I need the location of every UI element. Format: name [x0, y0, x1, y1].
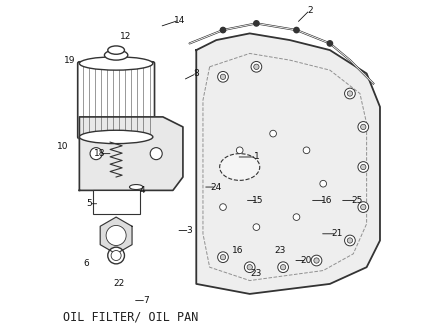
Circle shape — [244, 262, 255, 273]
Circle shape — [358, 162, 369, 172]
Polygon shape — [100, 217, 132, 254]
Ellipse shape — [129, 184, 143, 189]
Circle shape — [220, 74, 226, 79]
Text: 7: 7 — [143, 296, 149, 305]
Text: 3: 3 — [187, 226, 193, 235]
Circle shape — [254, 64, 259, 69]
Circle shape — [361, 164, 366, 170]
Circle shape — [278, 262, 289, 273]
Bar — [93, 190, 140, 214]
Ellipse shape — [220, 154, 260, 180]
Circle shape — [270, 130, 277, 137]
Circle shape — [150, 148, 162, 160]
Text: 10: 10 — [57, 143, 68, 151]
Circle shape — [314, 258, 319, 263]
Ellipse shape — [104, 50, 128, 60]
Text: 23: 23 — [251, 270, 262, 278]
Ellipse shape — [79, 57, 153, 70]
FancyBboxPatch shape — [78, 62, 154, 139]
Text: 12: 12 — [120, 32, 132, 41]
Circle shape — [220, 27, 226, 33]
Text: 4: 4 — [140, 186, 146, 195]
Ellipse shape — [108, 46, 124, 54]
Text: 23: 23 — [274, 246, 285, 255]
Text: 8: 8 — [194, 69, 199, 78]
Circle shape — [106, 225, 126, 245]
Ellipse shape — [79, 130, 153, 144]
Text: 25: 25 — [351, 196, 362, 205]
Circle shape — [236, 147, 243, 154]
Circle shape — [345, 235, 355, 246]
Circle shape — [218, 71, 228, 82]
Circle shape — [361, 124, 366, 130]
Circle shape — [347, 91, 353, 96]
Text: 16: 16 — [232, 246, 244, 255]
Circle shape — [358, 202, 369, 212]
Circle shape — [111, 250, 121, 261]
Text: 21: 21 — [331, 229, 342, 238]
Circle shape — [220, 255, 226, 260]
Circle shape — [220, 204, 226, 210]
Text: OIL FILTER/ OIL PAN: OIL FILTER/ OIL PAN — [63, 311, 198, 324]
Circle shape — [345, 88, 355, 99]
Text: 1: 1 — [253, 153, 259, 161]
Text: 16: 16 — [321, 196, 332, 205]
Text: 15: 15 — [252, 196, 264, 205]
Circle shape — [90, 148, 102, 160]
Text: 20: 20 — [301, 256, 312, 265]
Circle shape — [294, 27, 299, 33]
Text: 5: 5 — [87, 199, 92, 208]
Circle shape — [254, 21, 259, 26]
Circle shape — [347, 238, 353, 243]
Text: 14: 14 — [174, 16, 185, 24]
Circle shape — [253, 224, 260, 230]
Circle shape — [311, 255, 322, 266]
Circle shape — [358, 122, 369, 132]
Circle shape — [108, 247, 124, 264]
Polygon shape — [79, 117, 183, 190]
Text: 6: 6 — [83, 260, 89, 268]
Text: 2: 2 — [307, 6, 313, 14]
Text: 18: 18 — [94, 149, 105, 158]
Circle shape — [247, 265, 252, 270]
Polygon shape — [196, 33, 380, 294]
Circle shape — [218, 252, 228, 263]
Circle shape — [303, 147, 310, 154]
Circle shape — [251, 61, 262, 72]
Circle shape — [361, 204, 366, 210]
Text: 24: 24 — [211, 183, 222, 191]
Circle shape — [327, 41, 333, 46]
Circle shape — [281, 265, 286, 270]
Text: 22: 22 — [114, 280, 125, 288]
Circle shape — [320, 180, 326, 187]
Circle shape — [293, 214, 300, 220]
Text: 19: 19 — [64, 56, 75, 64]
